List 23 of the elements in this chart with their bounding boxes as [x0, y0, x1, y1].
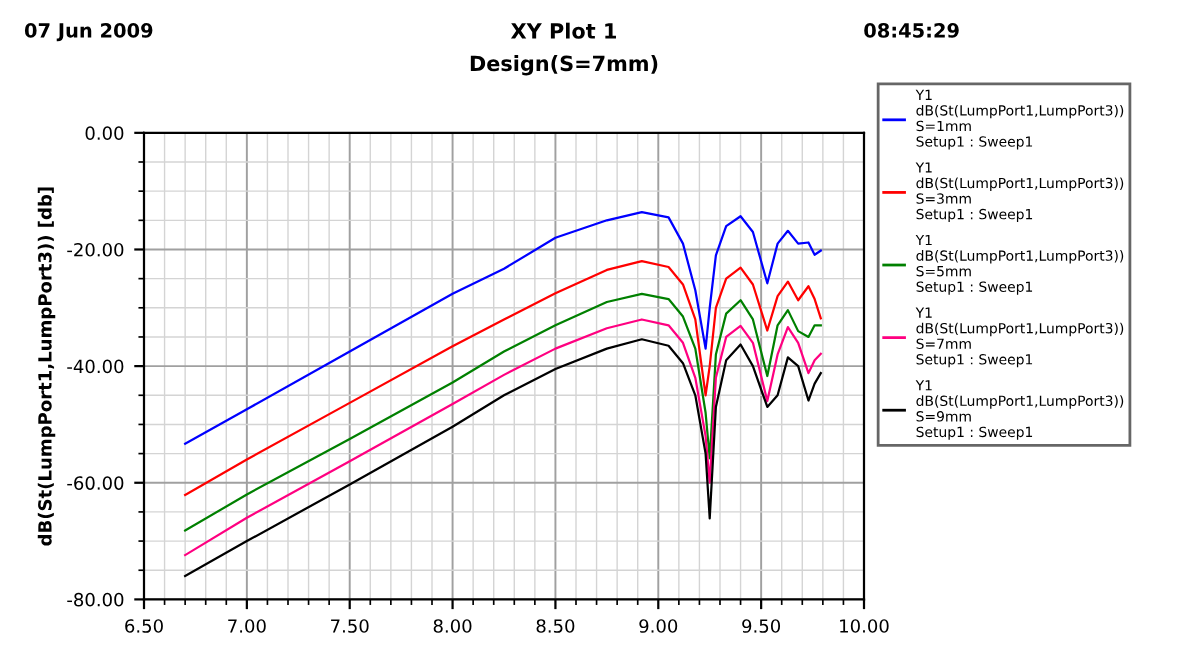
y-tick-label: -20.00	[67, 242, 124, 257]
y-tick-label: 0.00	[85, 126, 124, 140]
line-series	[184, 318, 822, 557]
text: 08:45:29	[864, 23, 959, 38]
y-tick-label: -80.00	[67, 592, 124, 607]
y-axis-title: dB(St(LumpPort1,LumpPort3)) [db]	[37, 187, 56, 546]
x-tick-label: 7.50	[331, 619, 369, 633]
line-series	[184, 292, 822, 532]
text: 07 Jun 2009	[24, 23, 153, 42]
line-series	[184, 211, 822, 445]
chart-subtitle: Design(S=7mm)	[470, 55, 658, 76]
x-tick-label: 6.50	[125, 619, 163, 633]
x-tick-label: 8.50	[536, 619, 575, 633]
y-tick-label: -60.00	[67, 476, 124, 490]
x-tick-label: 9.50	[742, 619, 781, 633]
chart-title: XY Plot 1	[510, 22, 616, 39]
x-tick-label: 8.00	[433, 619, 472, 633]
y-tick-label: -40.00	[67, 359, 124, 374]
x-tick-label: 10.00	[840, 619, 889, 633]
x-tick-label: 7.00	[228, 619, 266, 633]
line-series	[184, 338, 822, 578]
x-tick-label: 9.00	[639, 619, 678, 633]
line-series	[184, 260, 822, 497]
